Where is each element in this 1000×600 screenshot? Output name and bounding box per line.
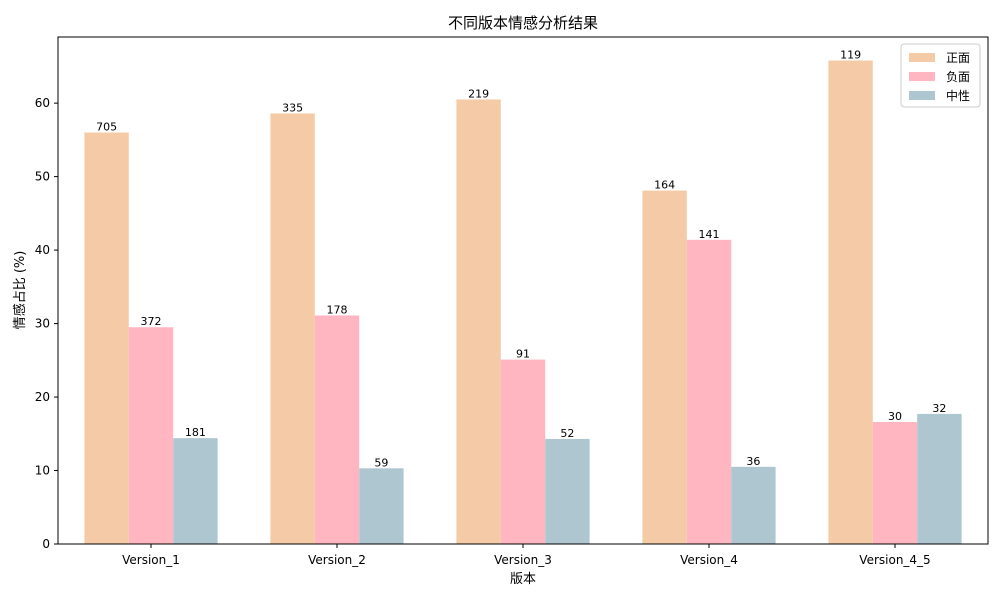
- data-label: 705: [96, 121, 117, 134]
- bar-version-4-series-2: [686, 239, 732, 545]
- data-label: 372: [141, 315, 162, 328]
- y-tick-label: 0: [42, 537, 50, 551]
- chart-title: 不同版本情感分析结果: [448, 14, 598, 32]
- data-label: 164: [654, 179, 675, 192]
- legend-label: 负面: [946, 70, 970, 84]
- bar-version-3-series-1: [456, 99, 501, 545]
- y-tick-label: 10: [35, 464, 50, 478]
- y-tick-label: 20: [35, 390, 50, 404]
- bar-version-2-series-2: [314, 315, 360, 544]
- bars-layer: [84, 60, 962, 545]
- y-tick-label: 40: [35, 243, 50, 257]
- legend-label: 中性: [946, 88, 970, 103]
- bar-version-1-series-3: [173, 438, 218, 544]
- bar-version-4-5-series-2: [872, 422, 918, 544]
- bar-version-4-5-series-1: [828, 60, 873, 544]
- data-label: 141: [699, 228, 720, 241]
- data-label: 30: [888, 410, 902, 423]
- data-label: 219: [468, 87, 489, 100]
- data-label: 178: [327, 303, 348, 316]
- data-label: 59: [374, 456, 388, 469]
- x-tick-label: Version_4_5: [859, 553, 930, 567]
- data-label: 32: [932, 402, 946, 415]
- data-label: 335: [282, 101, 303, 114]
- y-tick-label: 60: [35, 96, 50, 110]
- y-axis-ticks: 0 10 20 30 40 50 60: [35, 96, 58, 551]
- bar-version-2-series-1: [270, 113, 315, 545]
- x-tick-label: Version_3: [494, 553, 552, 567]
- data-label: 119: [840, 49, 861, 62]
- bar-version-2-series-3: [359, 468, 404, 544]
- data-labels-layer: 705 372 181 335 178 59 219 91 52 164 141 36 119 30 32: [96, 49, 946, 470]
- data-label: 52: [560, 427, 574, 440]
- x-tick-label: Version_4: [680, 553, 738, 567]
- x-tick-label: Version_1: [122, 553, 180, 567]
- bar-version-4-series-1: [642, 190, 687, 544]
- legend-swatch: [909, 72, 935, 81]
- y-tick-label: 30: [35, 317, 50, 331]
- x-axis-ticks: Version_1 Version_2 Version_3 Version_4 Vers…: [122, 544, 931, 567]
- legend-swatch: [909, 53, 935, 62]
- x-tick-label: Version_2: [308, 553, 366, 567]
- legend-label: 正面: [946, 51, 970, 65]
- bar-version-4-5-series-3: [917, 413, 962, 544]
- y-axis-label: 情感占比 (%): [12, 251, 28, 330]
- bar-version-1-series-2: [128, 327, 174, 544]
- bar-version-1-series-1: [84, 132, 129, 544]
- legend-swatch: [909, 91, 935, 100]
- x-axis-label: 版本: [510, 572, 536, 587]
- bar-version-4-series-3: [731, 466, 776, 544]
- data-label: 181: [185, 426, 206, 439]
- bar-version-3-series-3: [545, 438, 590, 544]
- bar-version-3-series-2: [500, 359, 546, 544]
- y-tick-label: 50: [35, 170, 50, 184]
- data-label: 91: [516, 348, 530, 361]
- data-label: 36: [746, 455, 760, 468]
